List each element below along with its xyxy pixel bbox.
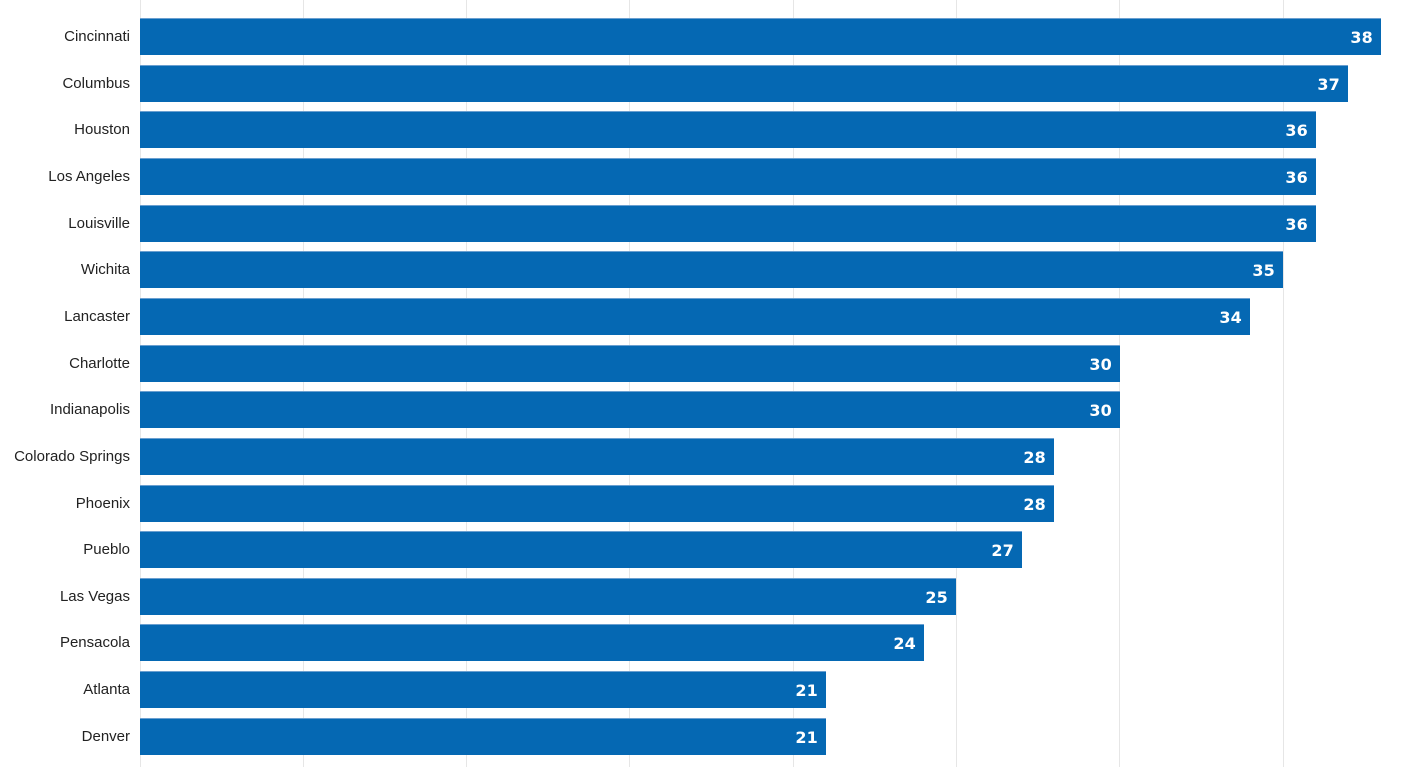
category-label: Houston <box>74 121 130 139</box>
bar-row: Houston 36 <box>0 111 1405 149</box>
bar[interactable]: 27 <box>140 531 1022 569</box>
category-label: Los Angeles <box>48 167 130 185</box>
category-label: Atlanta <box>83 681 130 699</box>
category-label: Louisville <box>68 214 130 232</box>
bar[interactable]: 36 <box>140 204 1316 242</box>
category-label: Pensacola <box>59 634 130 652</box>
bar-row: Denver 21 <box>0 717 1405 755</box>
category-label: Pueblo <box>83 541 130 559</box>
bar[interactable]: 36 <box>140 157 1316 195</box>
value-label: 21 <box>795 681 818 701</box>
gridline <box>956 0 957 767</box>
category-label: Charlotte <box>69 354 130 372</box>
bar[interactable]: 38 <box>140 18 1381 55</box>
bar[interactable]: 35 <box>140 251 1283 289</box>
category-label: Cincinnati <box>64 28 130 45</box>
value-label: 25 <box>925 587 948 607</box>
category-label: Lancaster <box>64 307 130 325</box>
bar[interactable]: 21 <box>140 671 826 709</box>
bar-row: Los Angeles 36 <box>0 157 1405 195</box>
bar-row: Pensacola 24 <box>0 624 1405 662</box>
gridline <box>1119 0 1120 767</box>
value-label: 37 <box>1317 74 1340 94</box>
category-label: Wichita <box>80 261 130 279</box>
bar[interactable]: 25 <box>140 577 956 615</box>
bar-row: Atlanta 21 <box>0 671 1405 709</box>
category-label: Indianapolis <box>49 401 130 419</box>
bar-row: Pueblo 27 <box>0 531 1405 569</box>
category-label: Columbus <box>62 74 130 92</box>
gridline <box>466 0 467 767</box>
bar-row: Wichita 35 <box>0 251 1405 289</box>
bar-row: Colorado Springs 28 <box>0 437 1405 475</box>
bar-row: Indianapolis 30 <box>0 391 1405 429</box>
value-label: 27 <box>991 541 1014 561</box>
category-label: Phoenix <box>75 494 130 512</box>
gridline <box>303 0 304 767</box>
bar-row: Louisville 36 <box>0 204 1405 242</box>
value-label: 36 <box>1285 214 1308 234</box>
gridline <box>629 0 630 767</box>
bar[interactable]: 37 <box>140 64 1348 102</box>
bar[interactable]: 30 <box>140 344 1120 382</box>
value-label: 36 <box>1285 121 1308 141</box>
bar[interactable]: 28 <box>140 437 1054 475</box>
bar-row: Charlotte 30 <box>0 344 1405 382</box>
bar[interactable]: 24 <box>140 624 924 662</box>
bar-row: Lancaster 34 <box>0 297 1405 335</box>
gridline <box>793 0 794 767</box>
value-label: 36 <box>1285 167 1308 187</box>
gridline <box>140 0 141 767</box>
category-label: Colorado Springs <box>14 447 130 465</box>
bar-row: Columbus 37 <box>0 64 1405 102</box>
bar[interactable]: 21 <box>140 717 826 755</box>
category-label: Las Vegas <box>59 587 130 605</box>
value-label: 30 <box>1089 401 1112 421</box>
bar-row: Phoenix 28 <box>0 484 1405 522</box>
bar-row: Cincinnati 38 <box>0 18 1405 55</box>
value-label: 38 <box>1350 28 1373 47</box>
value-label: 24 <box>893 634 916 654</box>
bar[interactable]: 30 <box>140 391 1120 429</box>
value-label: 28 <box>1023 447 1046 467</box>
category-label: Denver <box>81 727 130 745</box>
bar[interactable]: 34 <box>140 297 1250 335</box>
gridline <box>1283 0 1284 767</box>
value-label: 34 <box>1219 307 1242 327</box>
bar-row: Las Vegas 25 <box>0 577 1405 615</box>
bar[interactable]: 36 <box>140 111 1316 149</box>
bar[interactable]: 28 <box>140 484 1054 522</box>
value-label: 28 <box>1023 494 1046 514</box>
value-label: 30 <box>1089 354 1112 374</box>
value-label: 21 <box>795 727 818 747</box>
value-label: 35 <box>1252 261 1275 281</box>
